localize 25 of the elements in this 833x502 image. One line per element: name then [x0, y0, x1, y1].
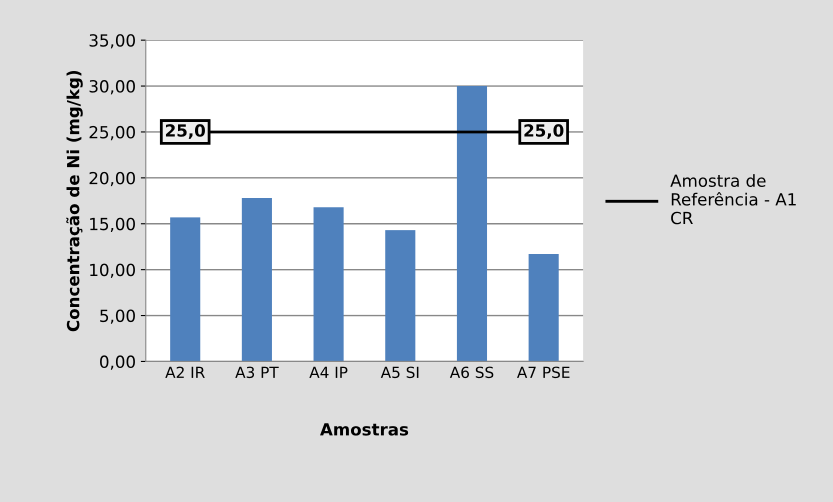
bar [170, 217, 200, 362]
y-axis-title: Concentração de Ni (mg/kg) [66, 70, 83, 332]
legend-label: Amostra de Referência - A1 CR [670, 174, 796, 224]
x-tick-label: A6 SS [450, 366, 494, 378]
bar [385, 230, 416, 362]
x-tick-label: A5 SI [380, 366, 418, 378]
bar [314, 207, 344, 362]
bar [528, 254, 559, 362]
x-tick-label: A2 IR [165, 366, 205, 378]
x-tick-label: A4 IP [309, 366, 348, 378]
data-label: 25,0 [524, 124, 564, 139]
bar [456, 86, 488, 362]
x-axis-title: Amostras [320, 423, 408, 436]
y-tick-label: 25,00 [90, 126, 135, 140]
x-tick-label: A3 PT [235, 366, 279, 378]
bar [242, 198, 272, 362]
y-tick-label: 20,00 [90, 172, 135, 186]
y-tick-label: 5,00 [100, 310, 135, 324]
data-label: 25,0 [166, 124, 205, 139]
y-tick-label: 0,00 [100, 355, 135, 370]
y-tick-label: 30,00 [90, 80, 135, 94]
x-tick-label: A7 PSE [516, 366, 570, 378]
y-tick-label: 15,00 [90, 218, 135, 232]
y-tick-label: 35,00 [90, 34, 135, 48]
y-tick-label: 10,00 [90, 264, 135, 278]
